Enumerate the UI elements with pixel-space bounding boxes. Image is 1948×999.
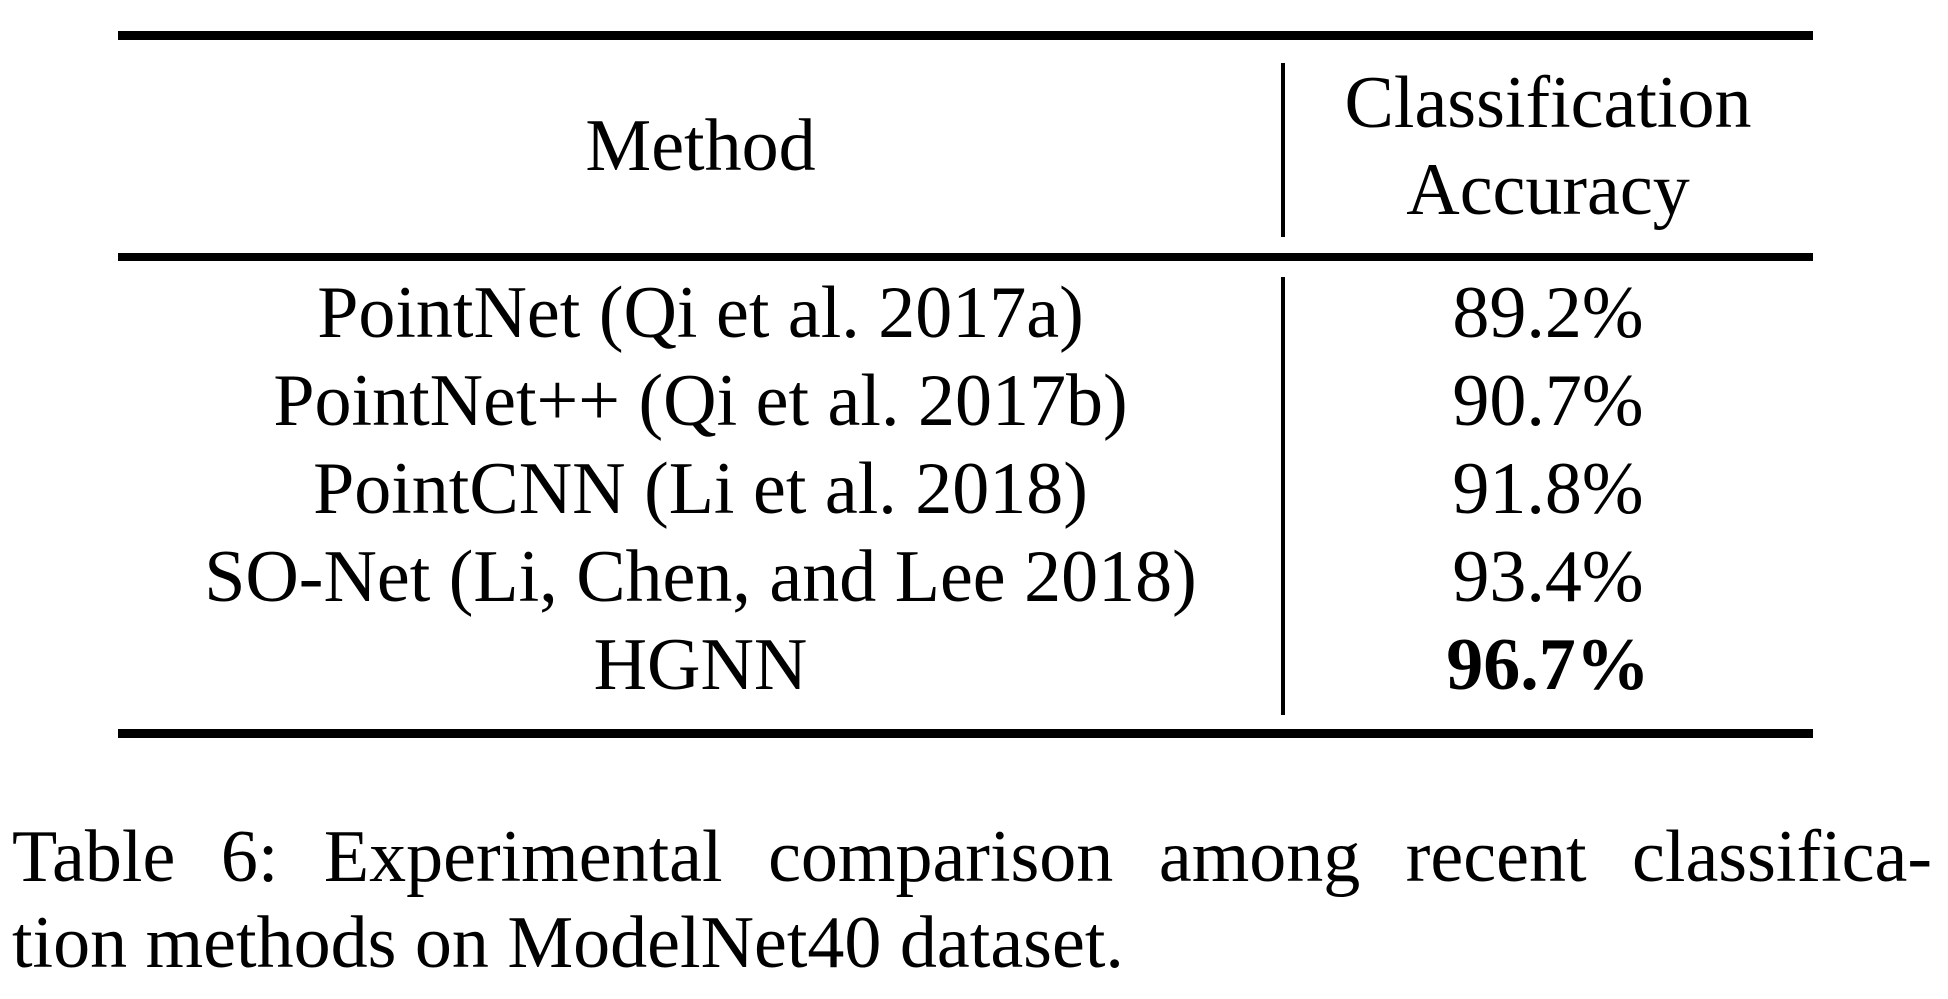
accuracy-cell: 91.8% <box>1452 447 1644 530</box>
accuracy-cell: 89.2% <box>1452 271 1644 354</box>
accuracy-cell: 93.4% <box>1452 535 1644 618</box>
method-cell: PointNet++ (Qi et al. 2017b) <box>273 359 1128 442</box>
accuracy-column-header: Classification Accuracy <box>1283 40 1813 253</box>
method-header-label: Method <box>585 105 816 187</box>
table-bottom-rule <box>118 729 1813 738</box>
table-top-rule <box>118 31 1813 40</box>
table-row: PointNet (Qi et al. 2017a) 89.2% <box>118 269 1813 357</box>
table-caption: Table 6: Experimental comparison among r… <box>12 814 1932 986</box>
table-row: PointCNN (Li et al. 2018) 91.8% <box>118 445 1813 533</box>
column-divider-body <box>1281 277 1285 715</box>
method-cell: SO-Net (Li, Chen, and Lee 2018) <box>204 535 1197 618</box>
table-row: PointNet++ (Qi et al. 2017b) 90.7% <box>118 357 1813 445</box>
method-cell: HGNN <box>593 623 808 706</box>
table-mid-rule <box>118 253 1813 261</box>
column-divider-header <box>1281 63 1285 237</box>
table-header-row: Method Classification Accuracy <box>118 40 1813 253</box>
accuracy-header-line1: Classification <box>1344 61 1752 144</box>
table-row-best: HGNN 96.7% <box>118 621 1813 709</box>
accuracy-cell: 90.7% <box>1452 359 1644 442</box>
table-body: PointNet (Qi et al. 2017a) 89.2% PointNe… <box>118 261 1813 709</box>
caption-line2: tion methods on ModelNet40 dataset. <box>12 902 1124 984</box>
caption-line1: Table 6: Experimental comparison among r… <box>12 816 1932 898</box>
method-column-header: Method <box>118 40 1283 253</box>
accuracy-header-line2: Accuracy <box>1406 148 1690 231</box>
method-cell: PointCNN (Li et al. 2018) <box>313 447 1088 530</box>
method-cell: PointNet (Qi et al. 2017a) <box>317 271 1084 354</box>
results-table: Method Classification Accuracy PointNet … <box>118 0 1813 760</box>
table-row: SO-Net (Li, Chen, and Lee 2018) 93.4% <box>118 533 1813 621</box>
accuracy-cell-best: 96.7% <box>1446 623 1650 706</box>
